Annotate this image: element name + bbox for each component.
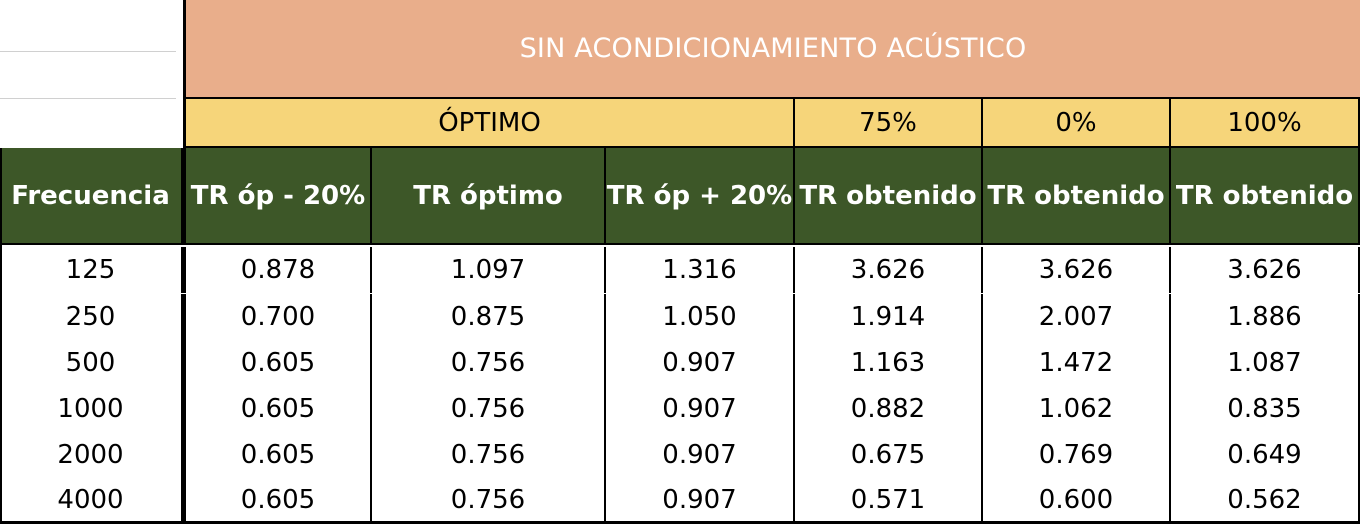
table-cell: 0.605 bbox=[183, 432, 372, 478]
column-header: Frecuencia bbox=[0, 148, 183, 245]
table-cell: 0.649 bbox=[1171, 432, 1360, 478]
table-cell: 1.163 bbox=[795, 340, 983, 386]
table-cell: 0.562 bbox=[1171, 478, 1360, 521]
frequency-cell: 4000 bbox=[0, 478, 183, 521]
table-cell: 0.700 bbox=[183, 294, 372, 340]
group-75: 75% bbox=[795, 99, 983, 148]
table-cell: 1.472 bbox=[983, 340, 1171, 386]
table-bottom-border bbox=[0, 521, 1360, 524]
table-left-border bbox=[0, 148, 2, 524]
table-cell: 3.626 bbox=[795, 247, 983, 293]
table-cell: 0.907 bbox=[606, 478, 795, 521]
column-header: TR óp + 20% bbox=[606, 148, 795, 245]
column-header: TR obtenido bbox=[983, 148, 1171, 245]
group-0: 0% bbox=[983, 99, 1171, 148]
table-cell: 1.050 bbox=[606, 294, 795, 340]
table-cell: 1.062 bbox=[983, 386, 1171, 432]
frequency-cell: 500 bbox=[0, 340, 183, 386]
table-cell: 0.756 bbox=[372, 478, 606, 521]
table-cell: 0.756 bbox=[372, 340, 606, 386]
table-cell: 0.835 bbox=[1171, 386, 1360, 432]
grid-line bbox=[0, 51, 176, 52]
frequency-cell: 125 bbox=[0, 247, 183, 293]
frequency-cell: 250 bbox=[0, 294, 183, 340]
table-cell: 0.769 bbox=[983, 432, 1171, 478]
table-cell: 0.600 bbox=[983, 478, 1171, 521]
group-optimo: ÓPTIMO bbox=[183, 99, 795, 148]
table-cell: 0.605 bbox=[183, 386, 372, 432]
table-cell: 0.882 bbox=[795, 386, 983, 432]
table-cell: 0.756 bbox=[372, 386, 606, 432]
table-cell: 1.097 bbox=[372, 247, 606, 293]
table-cell: 2.007 bbox=[983, 294, 1171, 340]
table-cell: 0.605 bbox=[183, 478, 372, 521]
group-100: 100% bbox=[1171, 99, 1360, 148]
table-cell: 3.626 bbox=[983, 247, 1171, 293]
table-cell: 0.605 bbox=[183, 340, 372, 386]
table-title: SIN ACONDICIONAMIENTO ACÚSTICO bbox=[183, 0, 1360, 99]
empty-cells bbox=[0, 0, 183, 148]
table-cell: 1.087 bbox=[1171, 340, 1360, 386]
table-cell: 0.907 bbox=[606, 386, 795, 432]
column-header: TR óp - 20% bbox=[183, 148, 372, 245]
table-cell: 0.907 bbox=[606, 340, 795, 386]
table-cell: 0.756 bbox=[372, 432, 606, 478]
frequency-cell: 1000 bbox=[0, 386, 183, 432]
table-cell: 1.316 bbox=[606, 247, 795, 293]
frequency-cell: 2000 bbox=[0, 432, 183, 478]
table-cell: 0.907 bbox=[606, 432, 795, 478]
column-header: TR obtenido bbox=[1171, 148, 1360, 245]
table-cell: 3.626 bbox=[1171, 247, 1360, 293]
table-cell: 0.875 bbox=[372, 294, 606, 340]
table-cell: 1.886 bbox=[1171, 294, 1360, 340]
column-header: TR óptimo bbox=[372, 148, 606, 245]
column-header: TR obtenido bbox=[795, 148, 983, 245]
table-cell: 1.914 bbox=[795, 294, 983, 340]
table-cell: 0.878 bbox=[183, 247, 372, 293]
table-cell: 0.571 bbox=[795, 478, 983, 521]
table-cell: 0.675 bbox=[795, 432, 983, 478]
grid-line bbox=[0, 98, 176, 99]
